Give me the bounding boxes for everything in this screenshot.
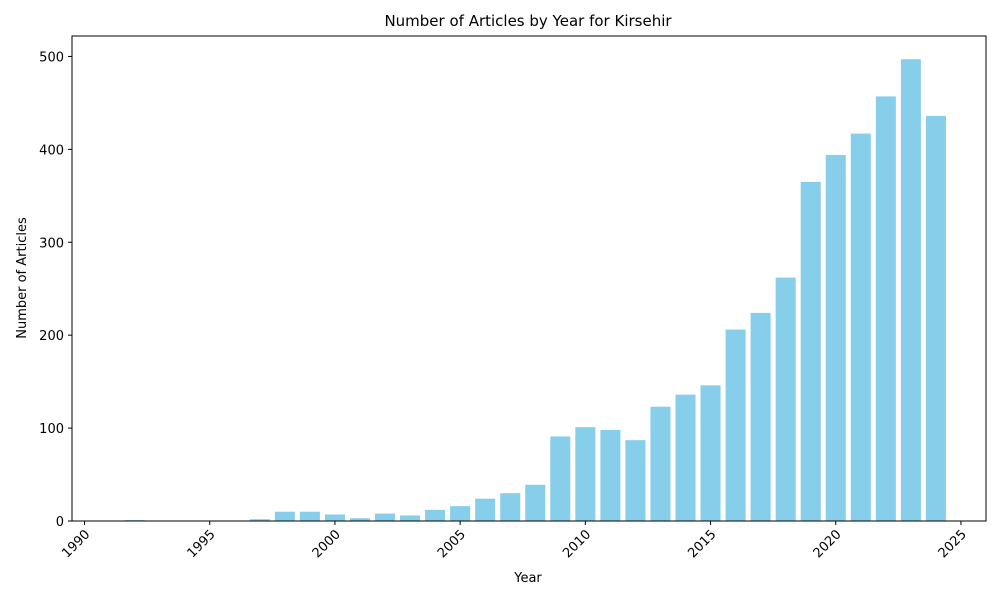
bar-2000 (324, 514, 345, 521)
y-tick-label: 300 (39, 236, 64, 251)
bar-2010 (575, 427, 596, 521)
y-tick-label: 200 (39, 329, 64, 344)
bar-2002 (374, 513, 396, 521)
bar-2014 (675, 394, 696, 521)
y-axis-label: Number of Articles (15, 217, 30, 339)
y-tick-label: 100 (39, 422, 64, 437)
x-tick-label: 2005 (435, 527, 469, 561)
bar-2016 (725, 329, 746, 521)
bar-2009 (550, 436, 571, 521)
bar-2018 (775, 277, 796, 521)
x-tick-label: 2020 (811, 527, 845, 561)
chart-title: Number of Articles by Year for Kirsehir (384, 12, 672, 30)
bar-2019 (800, 181, 821, 521)
plot-frame (71, 35, 987, 522)
bar-2015 (700, 385, 721, 521)
x-tick-label: 1990 (59, 527, 93, 561)
y-tick-label: 0 (56, 515, 64, 530)
bar-2004 (425, 509, 446, 521)
x-tick-label: 2025 (936, 527, 970, 561)
bar-2017 (750, 312, 771, 521)
x-axis-label: Year (513, 571, 542, 586)
bar-2021 (850, 133, 871, 521)
bar-2007 (500, 493, 521, 521)
x-axis-ticks: 1990 1995 2000 2005 2010 2015 2020 2025 (59, 521, 970, 561)
bar-2008 (525, 484, 546, 521)
bar-1999 (299, 511, 320, 521)
bar-2011 (600, 429, 621, 521)
x-tick-label: 2015 (685, 527, 719, 561)
y-tick-label: 400 (39, 143, 64, 158)
bar-1998 (274, 511, 295, 521)
bar-2013 (650, 406, 671, 521)
bar-2001 (349, 518, 370, 521)
bar-2006 (475, 498, 496, 521)
bar-2023 (900, 59, 921, 522)
x-tick-label: 2000 (310, 527, 344, 561)
y-axis-ticks: 0 100 200 300 400 500 (39, 50, 72, 530)
x-tick-label: 2010 (560, 527, 594, 561)
bars-group (124, 59, 946, 522)
bar-2005 (450, 506, 471, 521)
bar-2024 (925, 115, 946, 522)
y-tick-label: 500 (39, 50, 64, 65)
bar-2022 (875, 96, 896, 521)
bar-2012 (625, 440, 646, 521)
bar-1997 (249, 519, 270, 521)
bar-2003 (400, 515, 421, 521)
bar-2020 (825, 154, 846, 522)
x-tick-label: 1995 (185, 527, 219, 561)
